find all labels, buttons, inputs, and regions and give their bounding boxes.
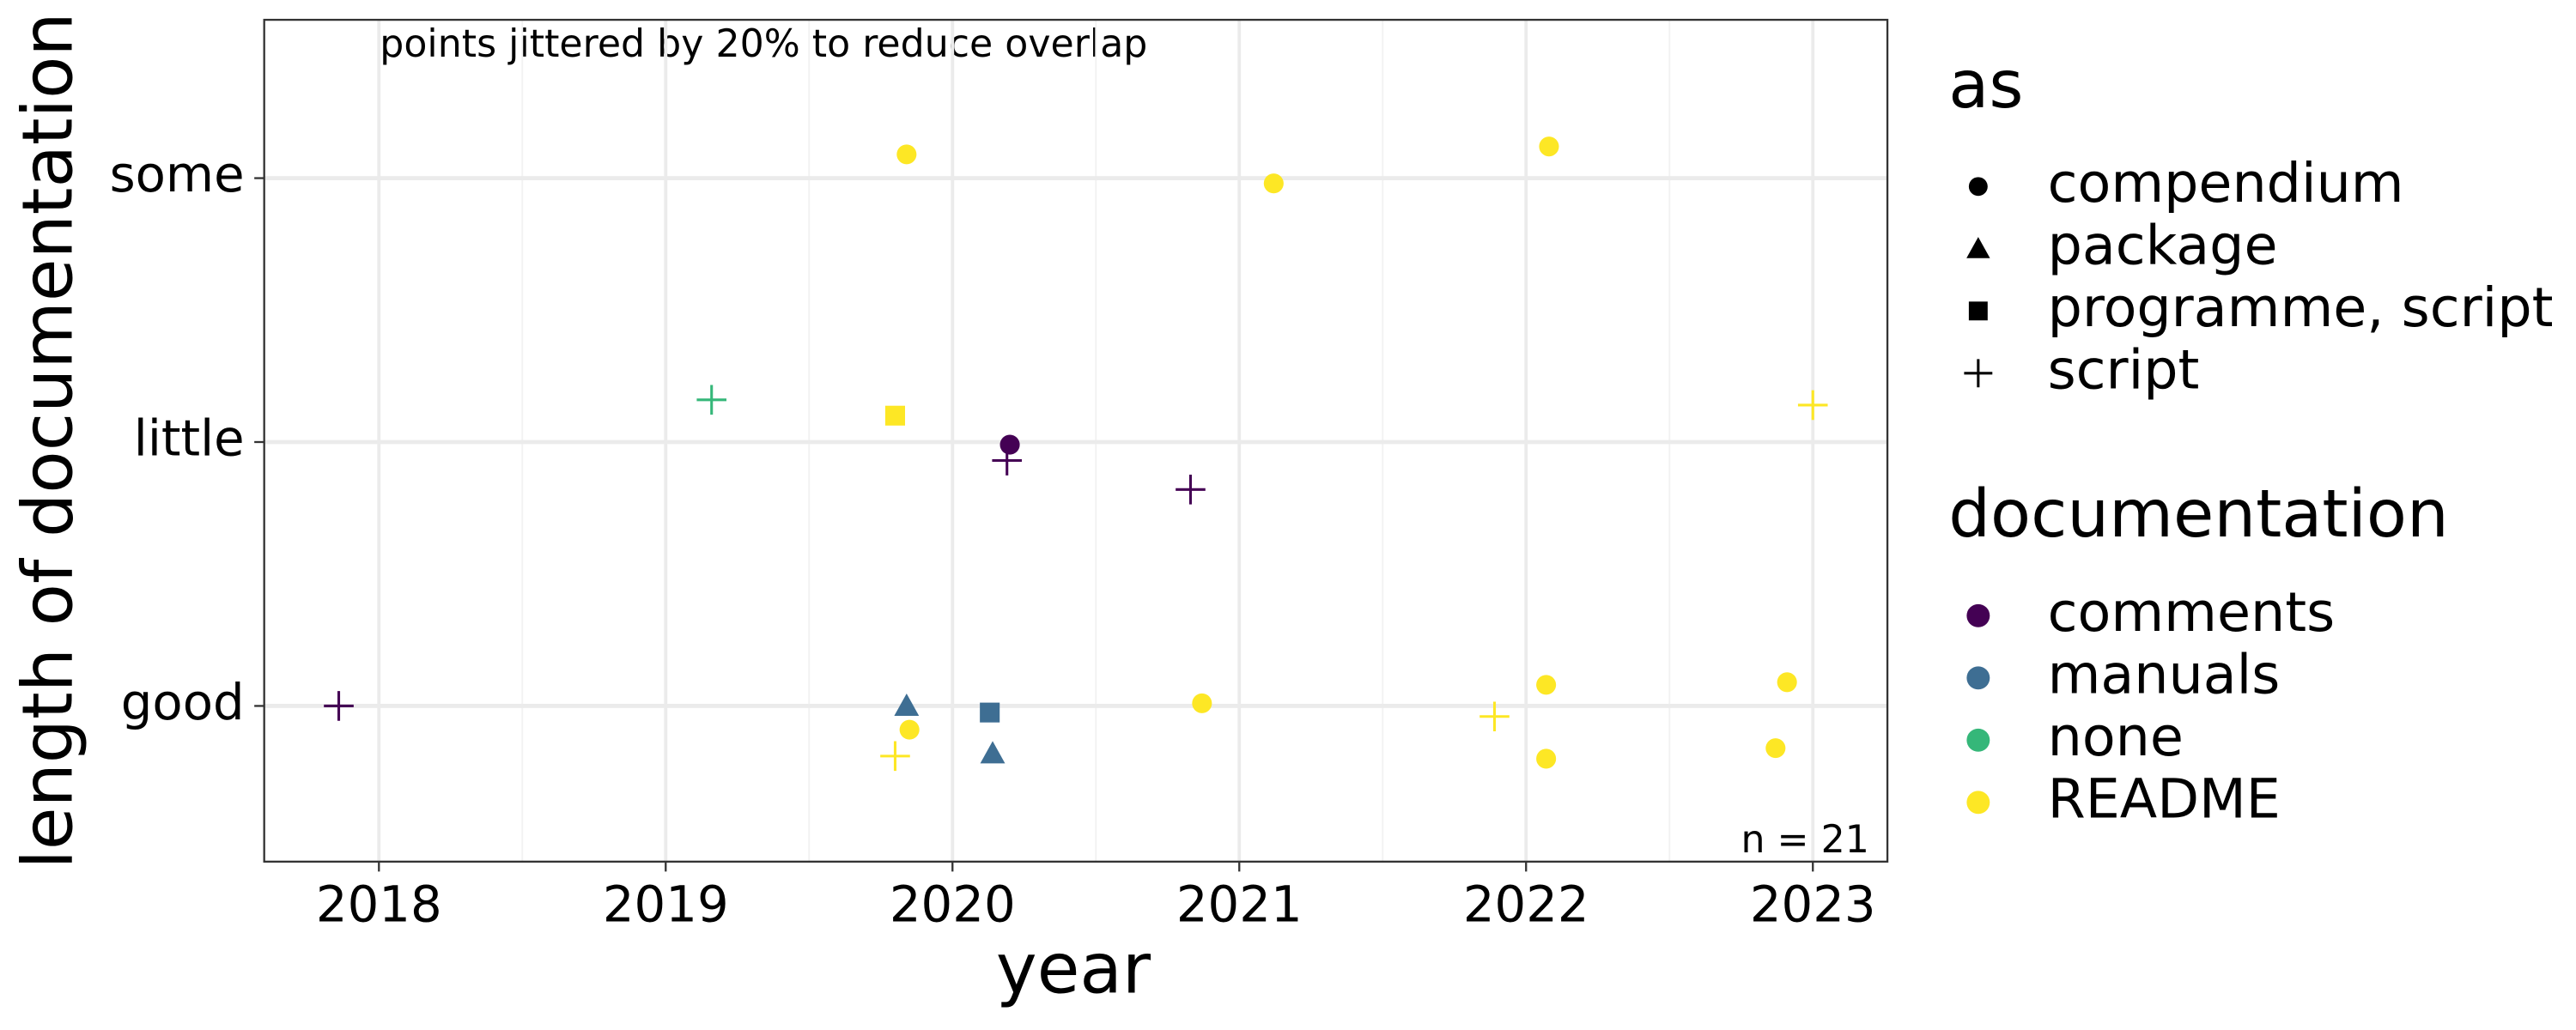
legend-symbol <box>1966 666 1990 690</box>
point <box>980 702 1000 723</box>
point <box>899 719 920 740</box>
x-tick-label: 2019 <box>603 875 729 933</box>
point <box>1536 675 1557 695</box>
y-tick-label: good <box>121 673 245 731</box>
point <box>324 691 354 721</box>
legend-label: programme, script <box>2048 276 2554 339</box>
point <box>1192 693 1212 713</box>
plot-border <box>263 18 1889 863</box>
legend-label: none <box>2048 705 2184 768</box>
point <box>999 434 1020 455</box>
point <box>1263 173 1284 194</box>
point <box>880 741 910 772</box>
point <box>1765 738 1786 759</box>
legend-title: documentation <box>1948 476 2448 553</box>
legend-title: as <box>1948 47 2023 124</box>
point <box>1539 136 1559 157</box>
legend-label: script <box>2048 337 2200 401</box>
x-tick-label: 2022 <box>1463 875 1589 933</box>
point <box>896 144 917 165</box>
point <box>992 445 1023 476</box>
point <box>696 385 727 415</box>
point <box>1176 475 1206 505</box>
legend-symbol <box>1966 728 1990 752</box>
x-tick-label: 2020 <box>890 875 1016 933</box>
point <box>1479 701 1510 732</box>
legend-symbol <box>1966 791 1990 815</box>
legend-symbol <box>1966 237 1990 258</box>
x-tick-label: 2023 <box>1750 875 1876 933</box>
point <box>894 694 920 716</box>
annotation: points jittered by 20% to reduce overlap <box>380 22 1147 66</box>
x-tick-label: 2021 <box>1176 875 1303 933</box>
legend-label: manuals <box>2048 642 2281 706</box>
x-axis-title: year <box>996 930 1151 1010</box>
x-tick-label: 2018 <box>316 875 442 933</box>
legend-label: comments <box>2048 580 2336 644</box>
legend-symbol <box>1966 603 1990 627</box>
annotation: n = 21 <box>1741 818 1868 862</box>
legend-label: package <box>2048 213 2278 276</box>
point <box>884 405 906 426</box>
point <box>980 741 1005 764</box>
legend-symbol <box>1968 177 1988 197</box>
y-axis-title: length of documentation <box>9 12 89 869</box>
point <box>1536 748 1557 769</box>
point <box>1777 672 1797 693</box>
y-tick-label: little <box>134 409 245 468</box>
legend-label: README <box>2048 766 2281 830</box>
point <box>1797 390 1828 421</box>
legend-symbol <box>1968 301 1988 321</box>
legend-label: compendium <box>2048 151 2404 215</box>
legend-symbol <box>1964 359 1993 388</box>
y-tick-label: some <box>110 145 245 203</box>
